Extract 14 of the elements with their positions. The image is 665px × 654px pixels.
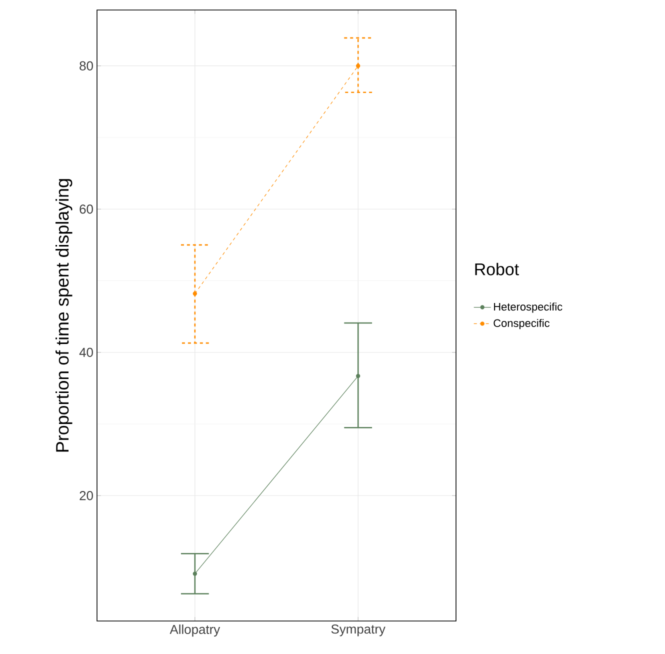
point — [192, 572, 198, 576]
y-tick-label: 40 — [79, 348, 93, 357]
point — [192, 292, 198, 296]
y-axis-title: Proportion of time spent displaying — [56, 179, 72, 452]
legend-label: Heterospecific — [494, 302, 562, 313]
point — [356, 64, 360, 68]
x-tick-label: Allopatry — [170, 624, 220, 637]
x-tick-label: Sympatry — [331, 624, 386, 636]
y-tick-label: 60 — [80, 204, 93, 214]
y-tick-label: 20 — [80, 491, 93, 500]
legend-label: Conspecific — [494, 318, 550, 330]
legend-title: Robot — [475, 262, 519, 276]
y-tick-label: 80 — [80, 61, 93, 70]
point — [356, 374, 360, 378]
